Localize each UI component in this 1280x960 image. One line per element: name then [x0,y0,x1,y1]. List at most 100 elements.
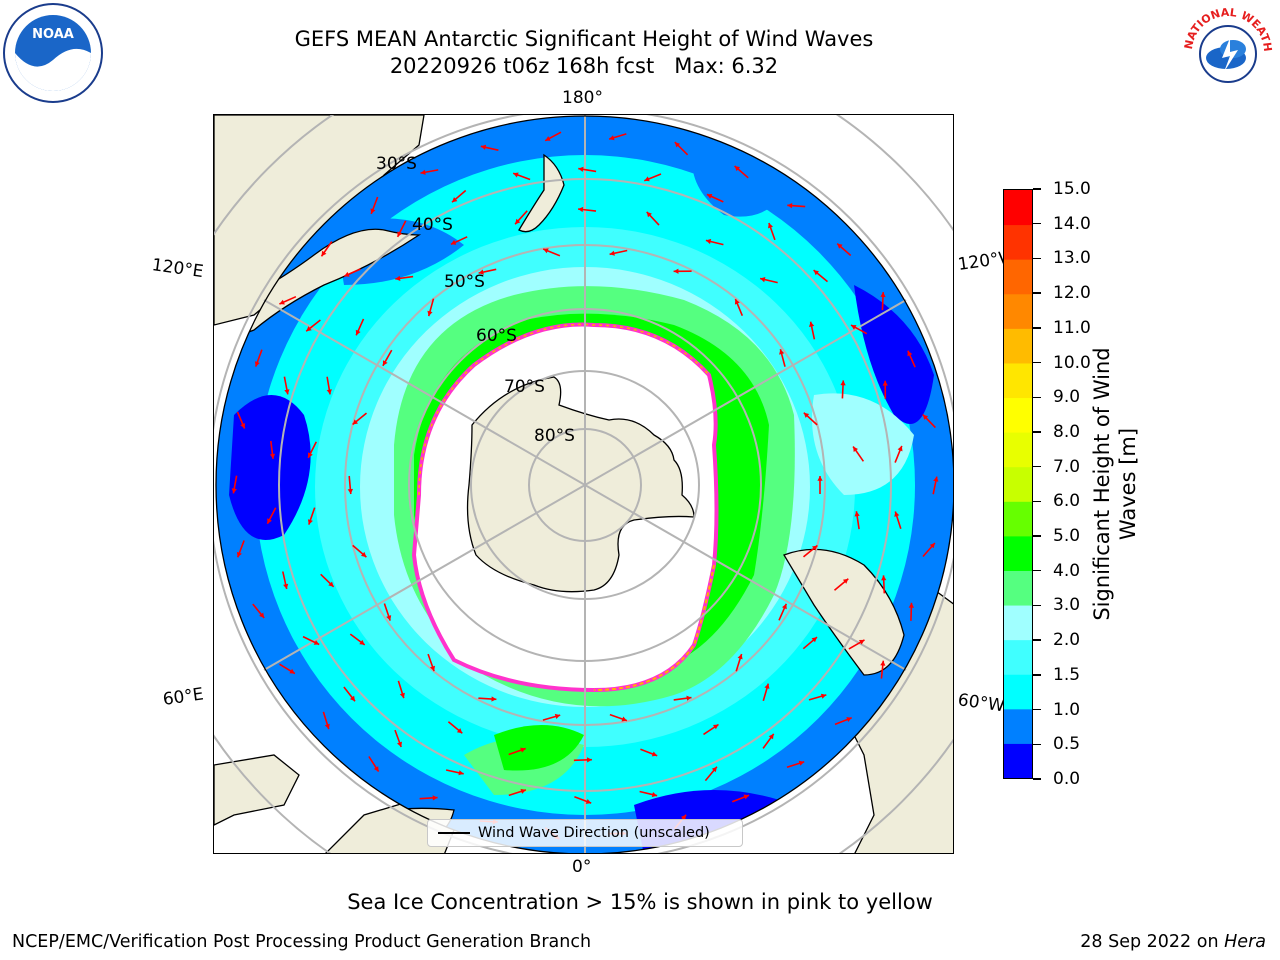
wave-arrow-head [713,724,719,730]
wave-arrow-head [609,135,615,141]
wave-arrow-head [326,389,332,395]
colorbar-swatch [1004,466,1032,502]
wave-arrow-head [798,760,805,766]
wave-arrow-head [231,488,237,494]
graticule [214,115,953,853]
wave-arrow-head [706,194,713,199]
wave-arrow-head [344,271,350,277]
colorbar-tick-label: 1.5 [1053,664,1081,685]
colorbar-tick [1033,535,1041,537]
wave-arrow-head [236,551,242,558]
latitude-labels: 30°S 40°S 50°S 60°S 70°S 80°S [376,154,575,446]
lon-label-60w: 60°W [956,690,1006,717]
wave-arrow-head [929,543,935,549]
colorbar-swatch [1004,708,1032,744]
wave-arrow-head [373,766,379,772]
wave-arrow-head [651,751,658,757]
wave-arrow-head [427,310,433,317]
map-boundary [215,115,953,853]
wave-arrow-head [840,380,846,386]
lat-label-30s: 30°S [376,154,417,174]
colorbar-swatch [1004,362,1032,399]
wave-arrow-head [813,270,819,276]
colorbar-tick-label: 1.0 [1053,699,1081,720]
wave-arrow-head [817,476,823,481]
wave-arrow-head [812,545,818,551]
title-line-1: GEFS MEAN Antarctic Significant Height o… [294,27,874,51]
wave-arrow-head [811,637,817,643]
wave-arrow-head [386,615,392,621]
polar-map: 30°S 40°S 50°S 60°S 70°S 80°S [213,114,954,854]
polar-map-canvas: 30°S 40°S 50°S 60°S 70°S 80°S [214,115,953,853]
colorbar-swatch [1004,501,1032,537]
wave-arrow-head [279,299,285,305]
colorbar-swatch [1004,432,1032,468]
wave-arrow-head [782,603,787,610]
colorbar-tick-label: 11.0 [1053,317,1091,338]
colorbar-tick [1033,223,1041,225]
wave-arrow-head [787,203,793,209]
wave-arrow-head [922,414,929,420]
colorbar-tick-label: 12.0 [1053,283,1091,304]
wave-arrow-head [307,519,313,525]
wave-arrow-head [681,814,687,821]
colorbar-tick-label: 8.0 [1053,421,1081,442]
wave-arrow-head [289,668,295,674]
wave-arrow-head [361,551,367,558]
colorbar-swatch [1004,259,1032,295]
wave-arrow-head [283,583,289,589]
wave-arrow-head [382,360,388,366]
wave-arrow-head [760,277,766,283]
wave-arrow-head [359,639,365,645]
wave-arrow-head [779,349,785,355]
wave-arrow-head [491,696,497,702]
wave-arrow-head [458,770,464,776]
wave-arrow-head [370,208,376,214]
wave-arrow-head [764,683,770,689]
wave-arrow-head [259,612,265,618]
wave-arrow-head [452,197,458,203]
colorbar-tick-label: 6.0 [1053,491,1081,512]
wave-arrow-head [480,144,487,150]
colorbar-tick-label: 0.5 [1053,734,1081,755]
wave-arrow-head [432,795,438,801]
lon-label-120e: 120°E [150,255,205,283]
wave-arrow-head [347,488,353,494]
colorbar-tick-label: 10.0 [1053,352,1091,373]
wave-arrow-head [880,292,886,298]
wave-arrow-head [880,660,886,666]
wave-arrow-head [313,640,320,645]
wave-arrow-head [545,136,551,141]
wave-arrow-head [743,794,749,800]
wave-arrow-head [673,268,679,274]
wave-arrow-head [240,423,246,429]
sea-ice-note: Sea Ice Concentration > 15% is shown in … [347,890,933,914]
wave-arrow-head [397,231,403,237]
wave-arrow-head [587,757,592,763]
colorbar-swatch [1004,293,1032,329]
wave-arrow-head [854,511,860,517]
wave-arrow-head [578,166,584,172]
title-line-2: 20220926 t06z 168h fcst Max: 6.32 [389,54,779,78]
wave-arrow-head [882,380,888,386]
wave-arrow-head [554,713,561,719]
wave-arrow-head [456,728,463,734]
colorbar-tick [1033,257,1041,260]
footer-branch: NCEP/EMC/Verification Post Processing Pr… [12,932,592,952]
wave-arrow-head [674,142,681,148]
wave-arrow-head [881,575,887,581]
wave-arrow-head [908,602,914,608]
wave-arrow-head [269,453,276,459]
wave-arrow-head [355,329,361,336]
wave-arrow-head [308,452,313,458]
wave-arrow-head [711,766,717,773]
wave-arrow-head [420,169,426,175]
colorbar-tick [1033,778,1041,780]
colorbar-tick [1033,396,1041,398]
wave-arrow-head [705,238,712,245]
wave-arrow-head [644,176,650,182]
wave-arrow-head [321,250,327,257]
lat-label-60s: 60°S [476,326,517,346]
wave-arrow-head [734,166,740,172]
wave-arrow-head [820,693,827,699]
